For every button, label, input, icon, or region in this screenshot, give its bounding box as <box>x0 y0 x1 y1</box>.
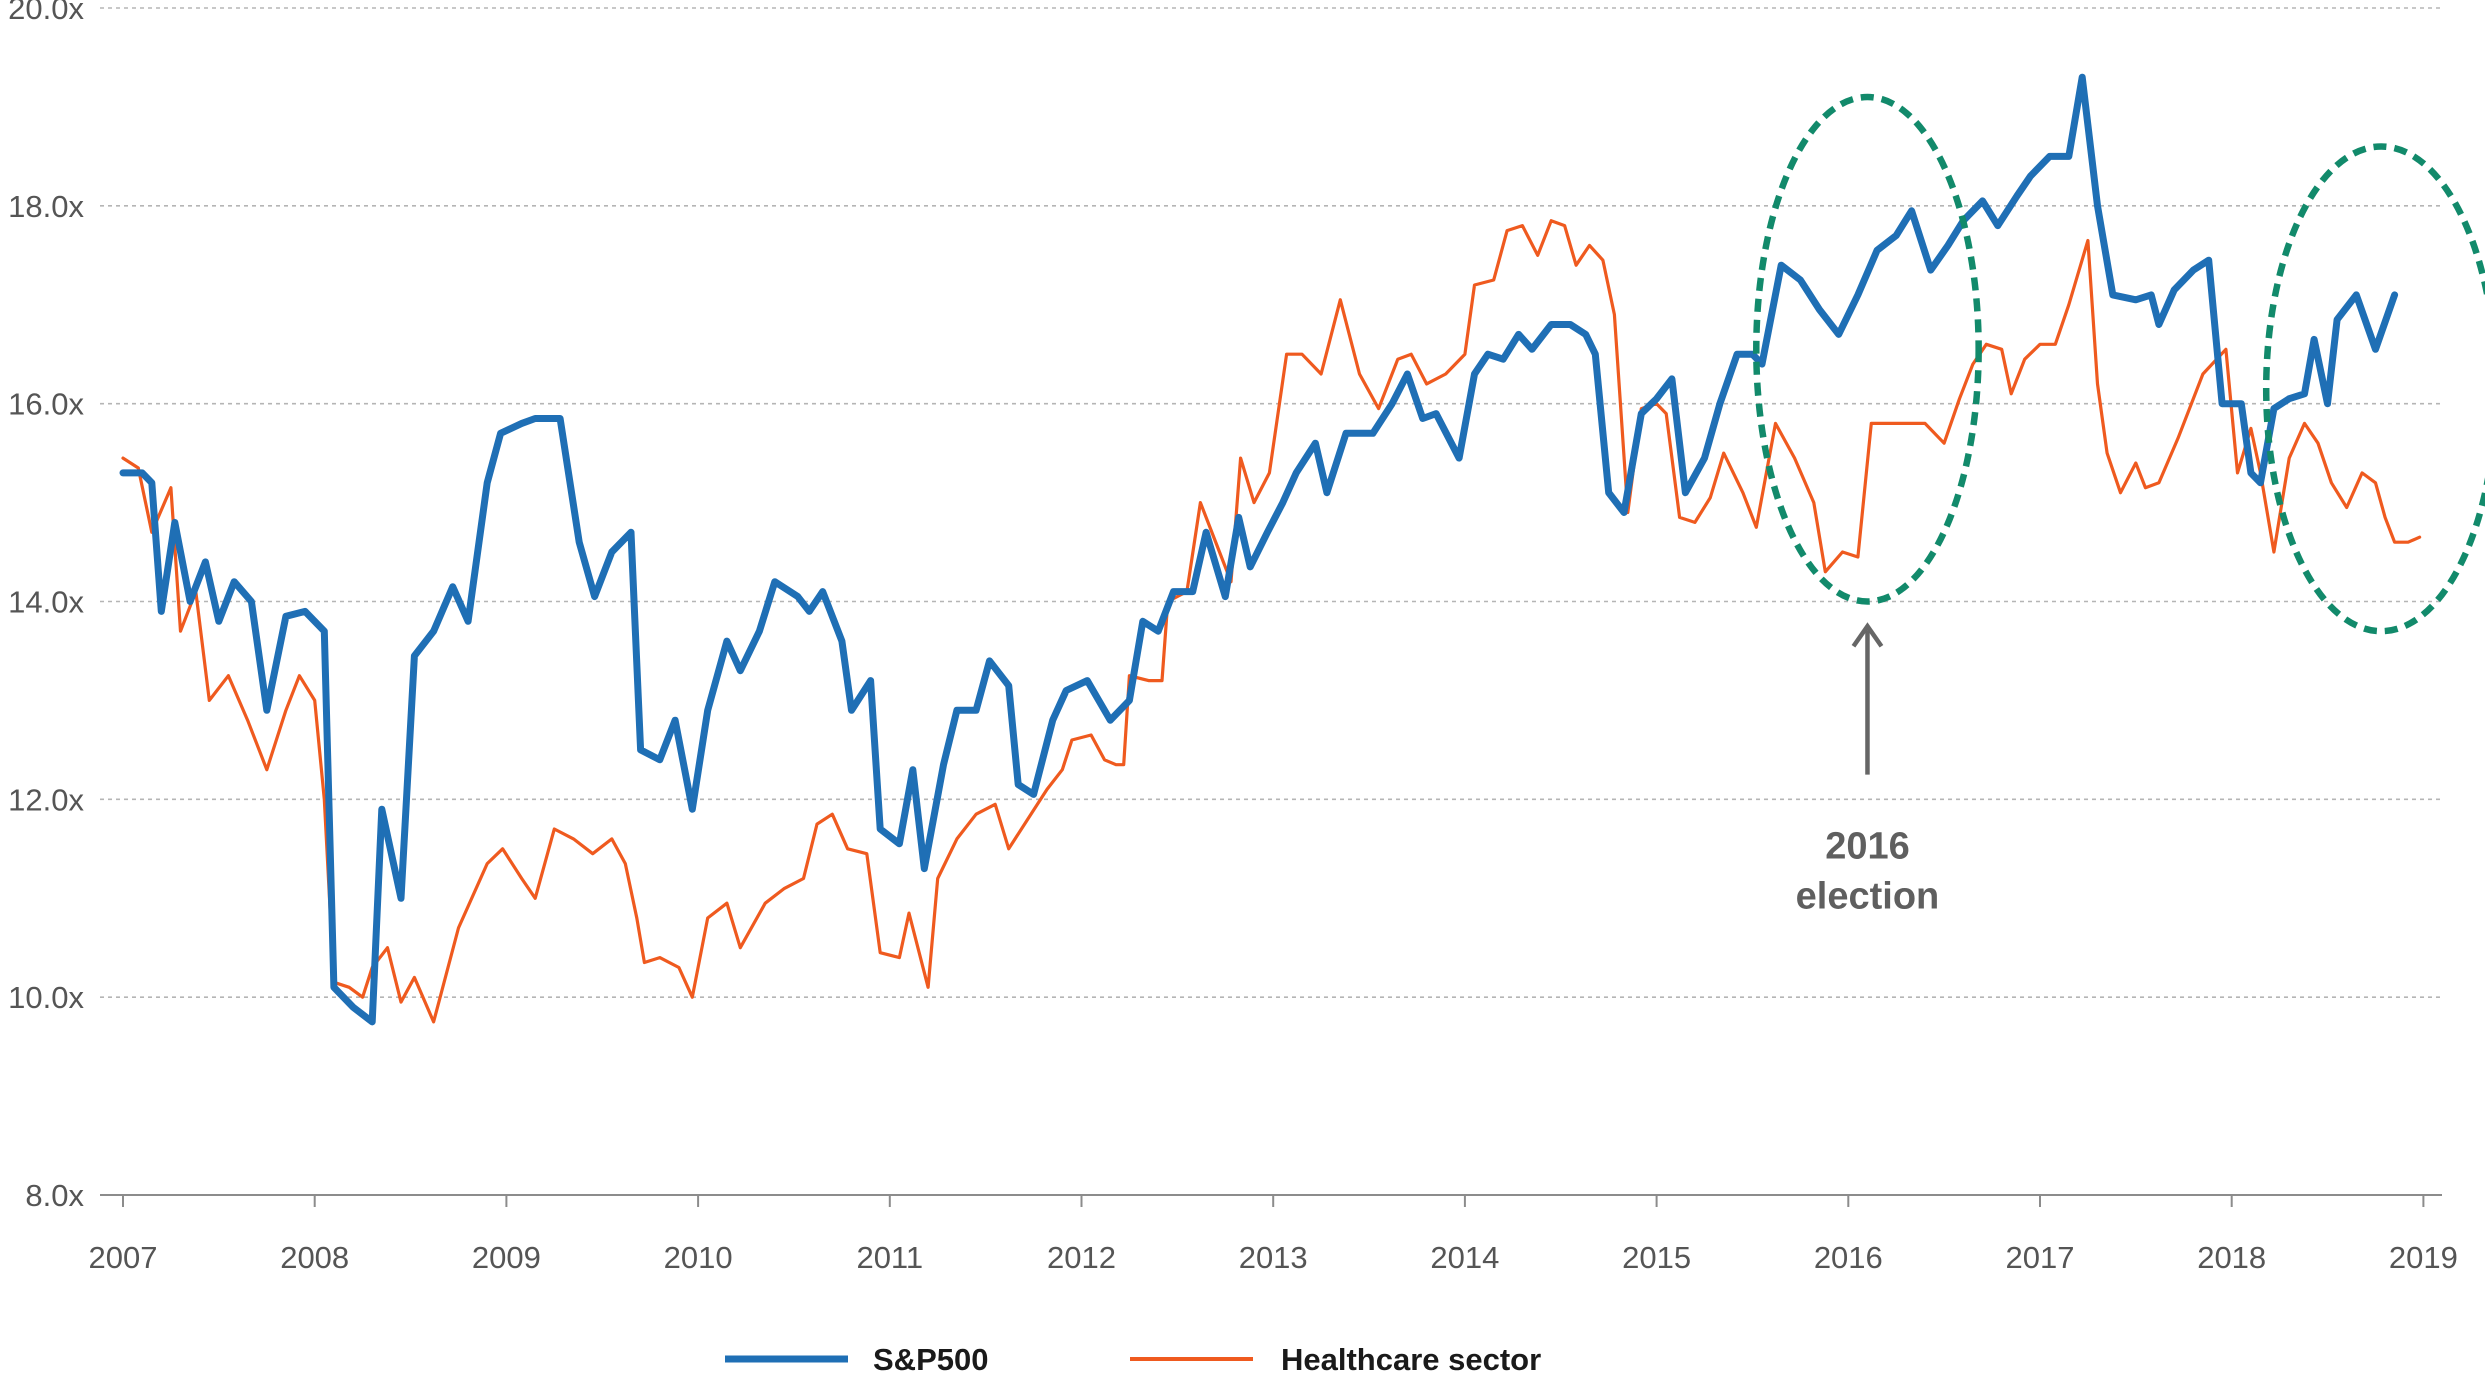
x-tick-label: 2013 <box>1239 1240 1308 1275</box>
x-tick-label: 2016 <box>1814 1240 1883 1275</box>
y-tick-label: 8.0x <box>25 1178 84 1213</box>
election-arrow <box>1851 622 1884 775</box>
x-tick-label: 2018 <box>2197 1240 2266 1275</box>
x-tick-label: 2017 <box>2006 1240 2075 1275</box>
y-tick-label: 12.0x <box>8 782 84 817</box>
x-tick-label: 2010 <box>664 1240 733 1275</box>
x-tick-label: 2009 <box>472 1240 541 1275</box>
x-tick-label: 2007 <box>89 1240 158 1275</box>
y-tick-label: 10.0x <box>8 980 84 1015</box>
election-arrow-head <box>1851 622 1884 648</box>
gridlines <box>100 7 2442 998</box>
x-tick-label: 2008 <box>280 1240 349 1275</box>
x-tick-label: 2019 <box>2389 1240 2458 1275</box>
y-axis-tick-labels: 8.0x 10.0x 12.0x 14.0x 16.0x 18.0x 20.0x <box>8 0 84 1213</box>
y-tick-label: 18.0x <box>8 189 84 224</box>
series-line-sp500 <box>119 73 2399 1026</box>
election-annotation-line-2: election <box>1796 876 1940 918</box>
series-line-healthcare <box>121 219 2422 1024</box>
recent-highlight-ellipse <box>2262 143 2485 635</box>
y-tick-label: 14.0x <box>8 585 84 620</box>
election-highlight-ellipse <box>1753 93 1982 605</box>
x-axis <box>100 1194 2442 1207</box>
x-tick-label: 2011 <box>856 1240 923 1275</box>
legend: S&P500 Healthcare sector <box>725 1342 1541 1373</box>
x-tick-label: 2014 <box>1430 1240 1499 1275</box>
x-tick-label: 2012 <box>1047 1240 1116 1275</box>
x-tick-label: 2015 <box>1622 1240 1691 1275</box>
annotations: 2016 election <box>1753 93 2485 918</box>
election-annotation-line-1: 2016 <box>1825 826 1910 868</box>
legend-label-sp500: S&P500 <box>873 1342 988 1373</box>
legend-label-healthcare: Healthcare sector <box>1281 1342 1541 1373</box>
y-tick-label: 16.0x <box>8 387 84 422</box>
x-axis-tick-labels: 2007 2008 2009 2010 2011 2012 2013 2014 2015 2016… <box>89 1240 2458 1275</box>
series-lines <box>119 73 2422 1026</box>
y-tick-label: 20.0x <box>8 0 84 26</box>
